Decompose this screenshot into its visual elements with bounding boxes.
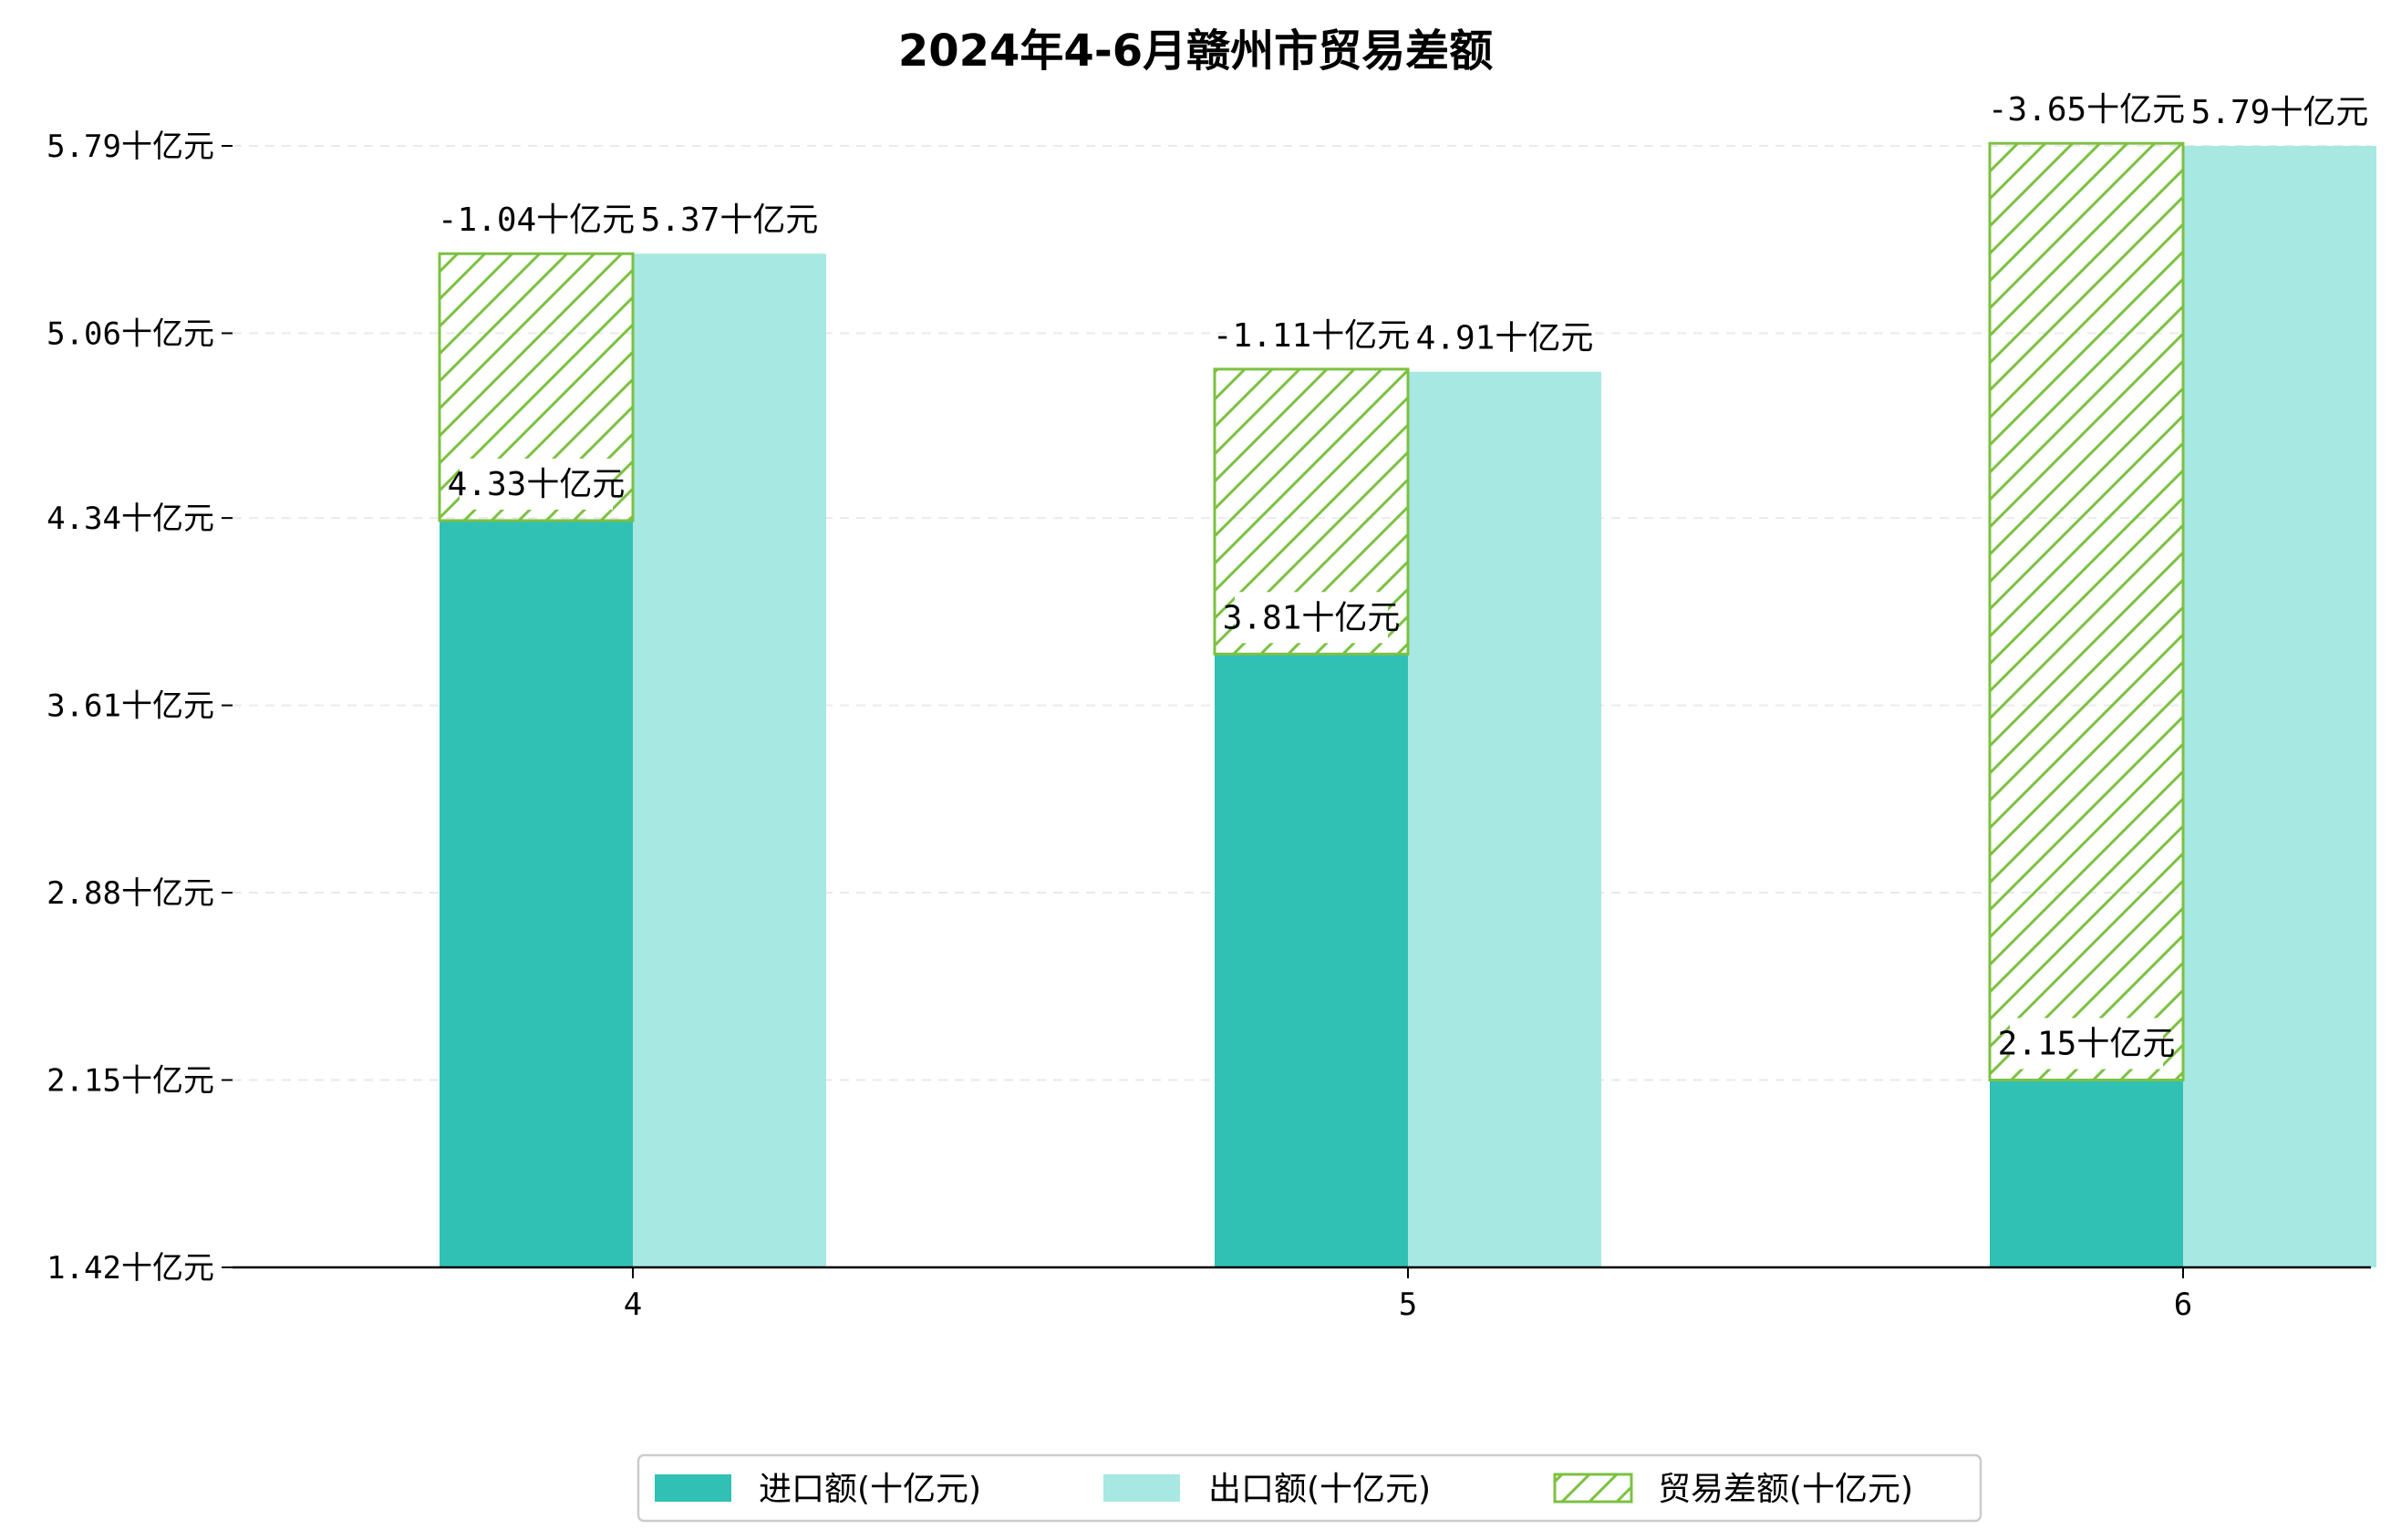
- bar-export: [2183, 146, 2376, 1267]
- data-label-box: [653, 194, 806, 246]
- bar-import: [440, 520, 633, 1267]
- legend-box: [637, 1453, 1982, 1523]
- y-tick-label: 4.34十亿元: [47, 501, 214, 537]
- y-axis: 1.42十亿元 2.15十亿元 2.88十亿元 3.61十亿元 4.34十亿元 5.06十…: [47, 129, 233, 1287]
- data-label-box: [450, 194, 622, 246]
- legend-swatch: [655, 1474, 731, 1502]
- data-label: 4.33十亿元: [448, 466, 626, 503]
- bar-group: [438, 141, 2376, 1267]
- legend-label: 出口额(十亿元): [1208, 1471, 1431, 1508]
- chart-title: 2024年4-6月赣州市贸易差额: [898, 26, 1493, 77]
- bar-export: [633, 253, 826, 1267]
- y-tick-label: 2.88十亿元: [47, 875, 214, 912]
- data-label: -1.04十亿元: [438, 202, 635, 239]
- x-tick-label: 4: [624, 1287, 642, 1323]
- data-label: 2.15十亿元: [1998, 1026, 2176, 1063]
- y-tick-label: 5.06十亿元: [47, 315, 214, 352]
- data-label: -3.65十亿元: [1988, 91, 2185, 129]
- bar-import: [1215, 654, 1408, 1267]
- data-label-box: [1226, 309, 1397, 361]
- bar-export: [1408, 371, 1601, 1267]
- legend-swatch: [1553, 1473, 1633, 1504]
- data-label-box: [2203, 87, 2356, 138]
- data-label: 3.81十亿元: [1223, 599, 1401, 636]
- y-tick-label: 2.15十亿元: [47, 1063, 214, 1100]
- bar-balance: [1988, 141, 2185, 1082]
- data-label-box: [2001, 84, 2172, 136]
- data-label: 5.37十亿元: [641, 202, 819, 239]
- legend-label: 进口额(十亿元): [759, 1471, 981, 1508]
- x-axis: 4 5 6: [233, 1266, 2371, 1323]
- data-label-box: [460, 458, 613, 510]
- x-tick-label: 6: [2174, 1287, 2192, 1323]
- data-label-box: [1235, 592, 1388, 644]
- y-tick-label: 3.61十亿元: [47, 688, 214, 725]
- data-label: 4.91十亿元: [1416, 320, 1594, 357]
- data-labels: 5.37十亿元-1.04十亿元 4.33十亿元 4.91十亿元-1.11十亿元 3.8…: [438, 84, 2369, 1070]
- legend: 进口额(十亿元) 出口额(十亿元) 贸易差额(十亿元): [637, 1453, 1982, 1523]
- data-label: -1.11十亿元: [1213, 317, 1410, 355]
- y-tick-label: 1.42十亿元: [47, 1250, 214, 1287]
- data-label-box: [1428, 312, 1581, 364]
- y-tick-label: 5.79十亿元: [47, 129, 214, 165]
- legend-swatch: [1103, 1474, 1180, 1502]
- x-tick-label: 5: [1399, 1287, 1417, 1323]
- bar-import: [1990, 1080, 2183, 1267]
- data-label: 5.79十亿元: [2191, 94, 2369, 131]
- legend-label: 贸易差额(十亿元): [1658, 1471, 1913, 1508]
- data-label-box: [2010, 1018, 2163, 1070]
